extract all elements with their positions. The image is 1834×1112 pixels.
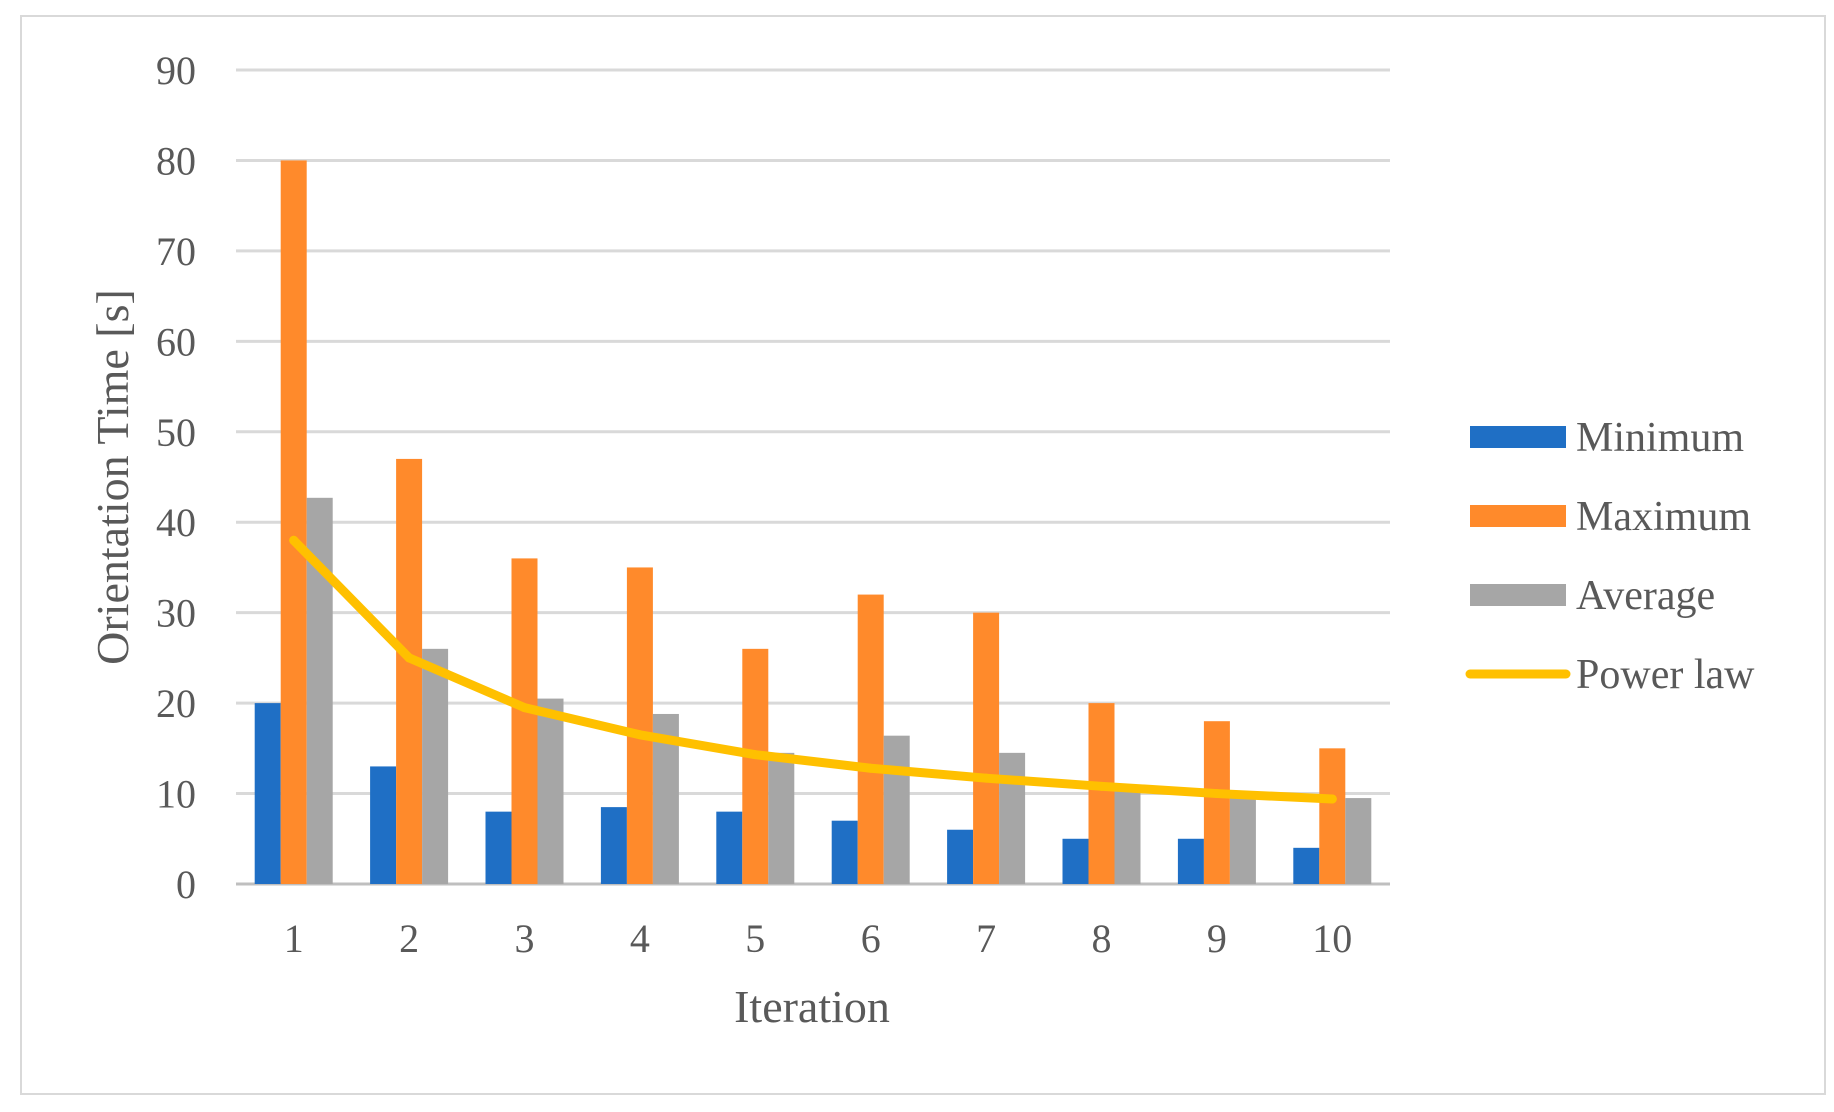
- bar-minimum-3: [485, 811, 512, 884]
- y-tick-label: 10: [156, 772, 196, 817]
- y-tick-label: 20: [156, 681, 196, 726]
- power-law-line: [289, 535, 1337, 804]
- legend-label-maximum: Maximum: [1576, 494, 1751, 540]
- bar-maximum-5: [742, 648, 769, 884]
- y-tick-label: 90: [156, 48, 196, 93]
- bar-maximum-10: [1319, 748, 1346, 884]
- legend-swatch-maximum: [1470, 505, 1566, 527]
- power-law-point-7: [981, 773, 991, 783]
- legend-swatch-minimum: [1470, 426, 1566, 448]
- power-law-point-9: [1212, 789, 1222, 799]
- bar-average-8: [1114, 789, 1141, 884]
- y-tick-label: 60: [156, 319, 196, 364]
- bar-minimum-8: [1062, 838, 1089, 884]
- bar-minimum-7: [947, 829, 974, 884]
- bar-maximum-1: [280, 160, 307, 884]
- x-tick-label: 8: [1092, 916, 1112, 961]
- y-tick-label: 70: [156, 229, 196, 274]
- legend: Minimum Maximum Average Power law: [1465, 415, 1755, 698]
- legend-label-power-law: Power law: [1576, 652, 1755, 698]
- x-axis-title: Iteration: [734, 981, 890, 1032]
- bar-average-10: [1345, 798, 1372, 884]
- x-tick-label: 5: [745, 916, 765, 961]
- y-tick-label: 0: [176, 862, 196, 907]
- power-law-point-6: [866, 763, 876, 773]
- y-tick-label: 30: [156, 591, 196, 636]
- power-law-point-10: [1327, 794, 1337, 804]
- x-tick-label: 4: [630, 916, 650, 961]
- legend-label-average: Average: [1576, 573, 1715, 619]
- bar-minimum-1: [254, 703, 281, 884]
- bar-maximum-8: [1088, 703, 1115, 884]
- bar-maximum-3: [511, 558, 538, 884]
- y-axis-ticks: 0 10 20 30 40 50 60 70 80 90: [156, 48, 196, 907]
- bar-average-9: [1229, 798, 1256, 884]
- y-axis-title: Orientation Time [s]: [87, 289, 138, 665]
- power-law-point-5: [750, 750, 760, 760]
- bar-average-6: [883, 735, 910, 884]
- bar-average-3: [537, 698, 564, 884]
- power-law-point-3: [520, 703, 529, 713]
- x-tick-label: 2: [399, 916, 419, 961]
- bar-average-7: [999, 752, 1026, 884]
- bar-maximum-9: [1203, 721, 1230, 884]
- bar-maximum-6: [857, 594, 884, 884]
- x-axis-ticks: 1 2 3 4 5 6 7 8 9 10: [284, 916, 1353, 961]
- y-tick-label: 40: [156, 500, 196, 545]
- y-tick-label: 50: [156, 410, 196, 455]
- bar-minimum-4: [600, 807, 627, 884]
- legend-label-minimum: Minimum: [1576, 415, 1744, 461]
- x-tick-label: 10: [1312, 916, 1352, 961]
- x-tick-label: 9: [1207, 916, 1227, 961]
- bar-minimum-6: [831, 820, 858, 884]
- x-tick-label: 1: [284, 916, 304, 961]
- bar-minimum-2: [370, 766, 397, 884]
- bar-average-2: [422, 648, 449, 884]
- x-tick-label: 7: [976, 916, 996, 961]
- bar-average-5: [768, 752, 795, 884]
- bar-minimum-5: [716, 811, 743, 884]
- bar-minimum-9: [1177, 838, 1204, 884]
- x-tick-label: 3: [515, 916, 535, 961]
- bar-minimum-10: [1293, 847, 1320, 884]
- legend-swatch-average: [1470, 584, 1566, 606]
- power-law-point-2: [404, 653, 414, 663]
- power-law-point-1: [289, 535, 299, 545]
- bar-maximum-4: [626, 567, 653, 884]
- bar-maximum-7: [973, 612, 1000, 884]
- power-law-point-8: [1097, 781, 1106, 791]
- y-tick-label: 80: [156, 138, 196, 183]
- power-law-line-group: [289, 535, 1337, 804]
- power-law-point-4: [635, 730, 645, 740]
- x-tick-label: 6: [861, 916, 881, 961]
- bar-maximum-2: [396, 458, 423, 884]
